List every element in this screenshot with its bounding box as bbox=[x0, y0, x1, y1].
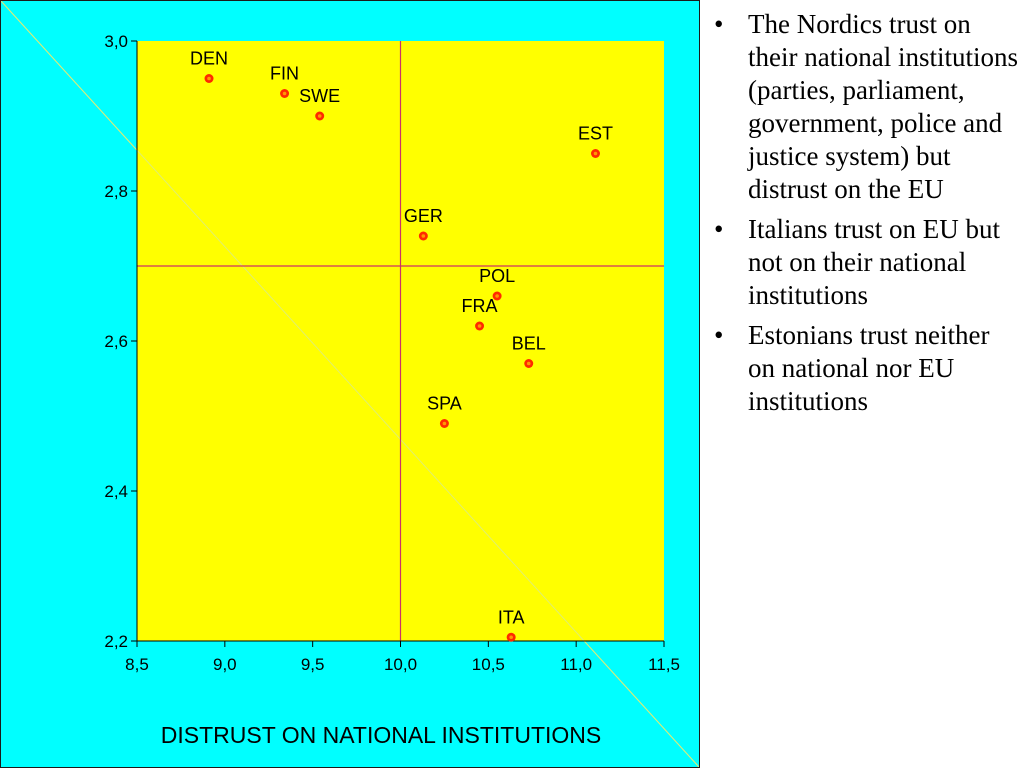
x-tick-label: 10,0 bbox=[384, 655, 417, 674]
x-axis-title: DISTRUST ON NATIONAL INSTITUTIONS bbox=[161, 722, 601, 748]
note-estonians: Estonians trust neither on national nor … bbox=[702, 319, 1018, 418]
data-point-bel: BEL bbox=[512, 334, 546, 368]
data-point-marker-core bbox=[442, 421, 447, 426]
data-point-marker-core bbox=[593, 151, 598, 156]
axis-ticks: 8,5 9,0 9,5 10,0 10,5 11,0 11,5 2,2 2,4 2,6 2,8 3,0 bbox=[104, 32, 680, 674]
x-tick-label: 10,5 bbox=[472, 655, 505, 674]
data-point-fra: FRA bbox=[462, 296, 498, 331]
data-point-ita: ITA bbox=[498, 607, 525, 642]
data-point-label: FRA bbox=[462, 296, 498, 316]
data-point-marker-core bbox=[317, 114, 322, 118]
notes-list: The Nordics trust on their national inst… bbox=[702, 8, 1018, 425]
x-tick-label: 9,0 bbox=[213, 655, 237, 674]
y-tick-label: 2,4 bbox=[104, 482, 128, 501]
data-point-label: BEL bbox=[512, 334, 546, 354]
note-nordics: The Nordics trust on their national inst… bbox=[702, 8, 1018, 206]
data-point-label: ITA bbox=[498, 607, 525, 627]
data-point-marker-core bbox=[526, 361, 531, 366]
y-tick-label: 2,8 bbox=[104, 182, 128, 201]
data-point-label: GER bbox=[404, 206, 443, 226]
data-point-label: FIN bbox=[270, 64, 299, 84]
data-point-marker-core bbox=[421, 234, 426, 238]
data-point-label: SPA bbox=[427, 394, 462, 414]
data-point-marker-core bbox=[207, 76, 211, 81]
data-point-est: EST bbox=[578, 124, 613, 158]
data-point-den: DEN bbox=[190, 49, 228, 83]
y-tick-label: 3,0 bbox=[104, 32, 128, 51]
chart-panel: 8,5 9,0 9,5 10,0 10,5 11,0 11,5 2,2 2,4 2,6 2,8 3,0… bbox=[0, 0, 700, 768]
data-point-marker-core bbox=[509, 635, 513, 640]
data-point-spa: SPA bbox=[427, 394, 462, 428]
data-point-swe: SWE bbox=[299, 86, 340, 121]
y-tick-label: 2,6 bbox=[104, 332, 128, 351]
x-tick-label: 11,5 bbox=[648, 655, 680, 674]
data-point-marker-core bbox=[477, 324, 482, 328]
note-italians: Italians trust on EU but not on their na… bbox=[702, 213, 1018, 312]
data-point-label: SWE bbox=[299, 86, 340, 106]
y-tick-label: 2,2 bbox=[104, 632, 128, 651]
diagonal-line-inner bbox=[1, 1, 699, 767]
x-tick-label: 11,0 bbox=[560, 655, 592, 674]
x-tick-label: 9,5 bbox=[301, 655, 325, 674]
data-point-marker-core bbox=[282, 91, 287, 96]
scatter-chart: 8,5 9,0 9,5 10,0 10,5 11,0 11,5 2,2 2,4 2,6 2,8 3,0… bbox=[1, 1, 699, 767]
data-point-label: EST bbox=[578, 124, 613, 144]
x-tick-label: 8,5 bbox=[125, 655, 149, 674]
data-point-marker-core bbox=[495, 294, 499, 298]
data-point-pol: POL bbox=[479, 266, 515, 301]
data-point-ger: GER bbox=[404, 206, 443, 241]
data-point-label: POL bbox=[479, 266, 515, 286]
data-point-label: DEN bbox=[190, 49, 228, 69]
data-point-fin: FIN bbox=[270, 64, 299, 98]
